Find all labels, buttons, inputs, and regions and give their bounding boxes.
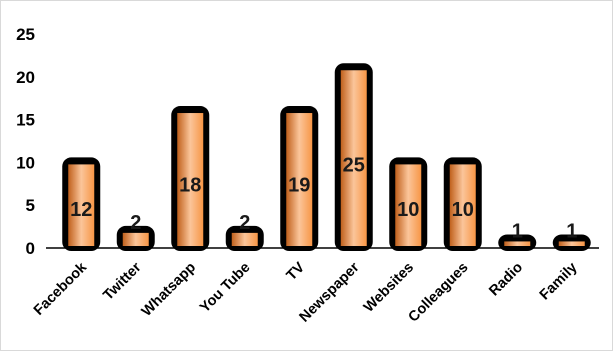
y-tick-label-0: 0: [26, 239, 35, 258]
bar-family: [558, 241, 585, 246]
bar-whatsapp: [177, 113, 204, 246]
data-label-tv: 19: [288, 175, 310, 197]
data-label-you-tube: 2: [239, 212, 250, 234]
x-tick-label-websites: Websites: [361, 260, 417, 316]
x-tick-label-twitter: Twitter: [100, 259, 144, 303]
data-label-whatsapp: 18: [179, 175, 201, 197]
y-tick-label-5: 5: [26, 196, 35, 215]
data-label-colleagues: 10: [452, 199, 474, 221]
bar-tv: [286, 113, 313, 246]
y-tick-label-20: 20: [16, 68, 35, 87]
bar-facebook: [68, 164, 95, 246]
data-labels-group: 12 2 18 2 19 25 10 10 1 1: [70, 155, 577, 243]
bar-radio: [504, 241, 531, 246]
bars-group: [62, 63, 591, 251]
x-tick-label-radio: Radio: [486, 259, 526, 299]
bar-newspaper: [340, 70, 367, 247]
data-label-facebook: 12: [70, 199, 92, 221]
x-tick-label-you-tube: You Tube: [197, 260, 254, 317]
y-tick-label-10: 10: [16, 153, 35, 172]
data-label-radio: 1: [512, 220, 523, 242]
data-label-websites: 10: [397, 199, 419, 221]
x-tick-label-newspaper: Newspaper: [297, 259, 363, 325]
bar-websites: [395, 164, 422, 246]
bar-colleagues: [449, 164, 476, 246]
data-label-twitter: 2: [130, 212, 141, 234]
data-label-family: 1: [566, 220, 577, 242]
x-tick-label-whatsapp: Whatsapp: [139, 259, 199, 319]
data-label-newspaper: 25: [343, 155, 365, 177]
x-tick-label-family: Family: [537, 260, 581, 304]
bar-twitter: [122, 232, 149, 246]
x-tick-label-facebook: Facebook: [31, 259, 91, 319]
y-tick-label-15: 15: [16, 111, 35, 130]
x-tick-label-tv: TV: [284, 259, 309, 284]
y-tick-label-25: 25: [16, 25, 35, 44]
bar-you-tube: [231, 232, 258, 246]
